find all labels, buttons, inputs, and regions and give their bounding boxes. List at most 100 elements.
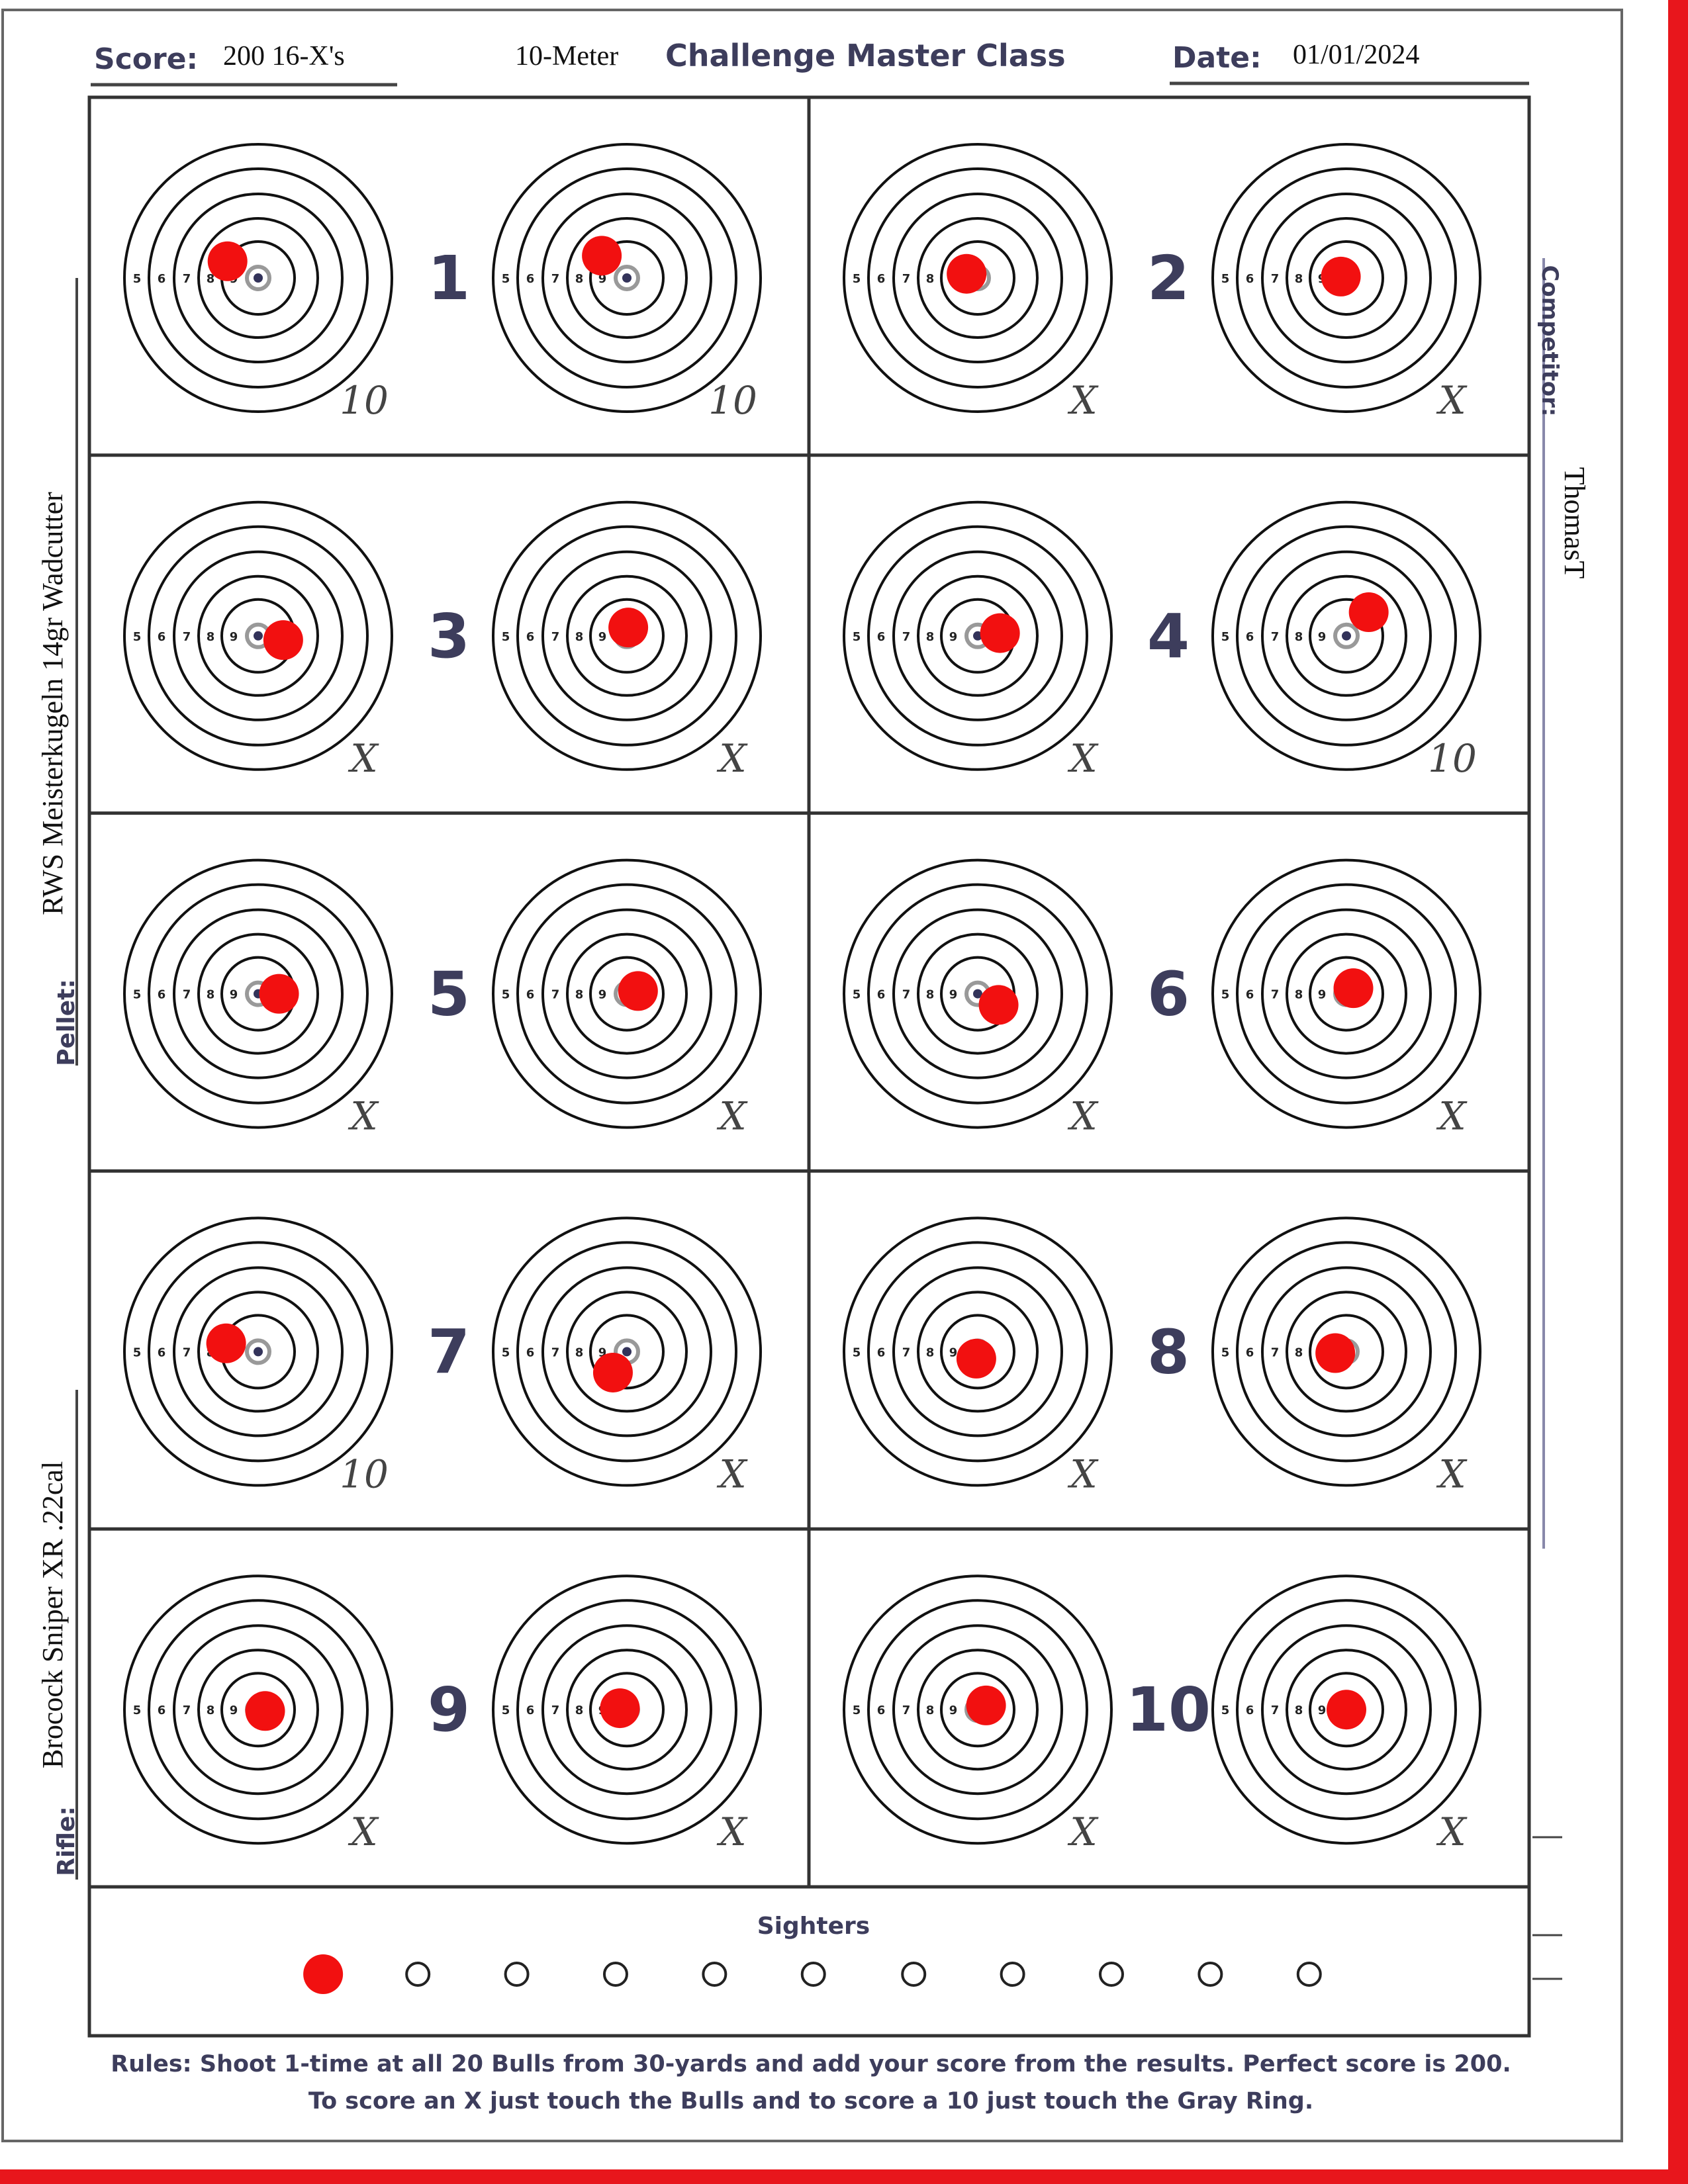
ring-label: 6	[1246, 988, 1254, 1002]
bull	[622, 1347, 632, 1357]
shot-hole	[978, 985, 1019, 1025]
ring	[173, 193, 344, 363]
gray-ring	[1333, 622, 1360, 649]
target-pair: 256789X56789X	[843, 143, 1481, 423]
ring-label: 6	[877, 1704, 886, 1717]
ring-label: 5	[853, 1704, 861, 1717]
ring-label: 8	[926, 272, 935, 286]
hand-score: X	[1436, 378, 1468, 423]
ring-label: 9	[598, 630, 607, 644]
ring-label: 7	[183, 272, 191, 286]
ring	[566, 574, 688, 697]
ring	[589, 598, 665, 674]
target-number: 9	[428, 1674, 470, 1745]
ring-label: 6	[526, 630, 535, 644]
hand-score: 10	[340, 1451, 389, 1496]
ring	[197, 933, 319, 1055]
ring-label: 8	[1295, 272, 1303, 286]
ring	[516, 883, 737, 1105]
hand-score: X	[1067, 378, 1099, 423]
ring-label: 5	[853, 1345, 861, 1359]
ring-label: 5	[133, 988, 142, 1002]
target-pair: 156789105678910	[123, 143, 762, 423]
sighter	[1000, 1962, 1025, 1987]
shot-hole	[956, 1338, 996, 1379]
ring-label: 5	[502, 988, 510, 1002]
ring-label: 8	[207, 988, 215, 1002]
ring	[892, 550, 1063, 721]
ring-label: 8	[207, 630, 215, 644]
hand-score: X	[348, 736, 379, 781]
ring-label: 8	[575, 1345, 584, 1359]
bull	[254, 631, 263, 641]
ring-label: 8	[1295, 1345, 1303, 1359]
ring	[197, 574, 319, 697]
ring-label: 6	[526, 272, 535, 286]
ring	[173, 1624, 344, 1796]
ring	[1309, 598, 1384, 674]
ring	[843, 858, 1113, 1129]
ring-label: 8	[926, 988, 935, 1002]
target-pair: 10 5 6 7 8 9 X 5 6 7 8 9 X	[843, 1574, 1481, 1854]
ring-label: 9	[230, 630, 238, 644]
bull	[973, 631, 982, 641]
shot-hole	[259, 974, 299, 1014]
hand-score: X	[348, 1094, 379, 1139]
ring	[1309, 1672, 1384, 1748]
hand-score: X	[348, 1809, 379, 1854]
ring	[1286, 574, 1407, 697]
hand-score: X	[1436, 1451, 1468, 1496]
ring-label: 5	[853, 272, 861, 286]
shot-hole	[263, 620, 303, 660]
shot-hole	[600, 1688, 640, 1729]
ring	[197, 1649, 319, 1771]
target-number: 4	[1147, 601, 1190, 672]
hand-score: 10	[1428, 736, 1477, 781]
ring-label: 6	[1246, 630, 1254, 644]
ring	[1236, 167, 1457, 388]
ring-label: 7	[551, 1704, 560, 1717]
ring-label: 7	[1271, 272, 1280, 286]
ring-label: 8	[926, 630, 935, 644]
ring-label: 5	[133, 272, 142, 286]
ring-label: 6	[877, 988, 886, 1002]
ring	[123, 1216, 393, 1487]
sighter	[405, 1962, 431, 1987]
shot-hole	[618, 971, 658, 1011]
ring-label: 7	[1271, 1704, 1280, 1717]
ring	[123, 143, 393, 413]
ring	[1286, 1649, 1407, 1771]
ring	[173, 1266, 344, 1437]
ring	[1261, 1266, 1432, 1437]
ring-label: 5	[1221, 988, 1230, 1002]
ring	[867, 525, 1088, 747]
shot-hole	[592, 1352, 633, 1392]
ring-label: 7	[902, 272, 911, 286]
ring	[541, 1266, 712, 1437]
ring	[940, 1672, 1015, 1748]
hand-score: X	[716, 1809, 748, 1854]
ring	[516, 525, 737, 747]
gray-ring	[614, 265, 640, 291]
ring	[1211, 1574, 1481, 1845]
ring	[589, 1314, 665, 1390]
ring	[197, 217, 319, 339]
ring	[516, 1241, 737, 1463]
ring-label: 9	[949, 630, 958, 644]
ring	[843, 1574, 1113, 1845]
rifle-label: Rifle:	[53, 1806, 80, 1876]
hand-score: 10	[708, 378, 757, 423]
ring	[197, 1291, 319, 1413]
ring-label: 7	[1271, 1345, 1280, 1359]
ring-label: 6	[158, 988, 166, 1002]
ring-label: 9	[1318, 988, 1327, 1002]
ring	[1309, 1314, 1384, 1390]
ring-label: 5	[133, 630, 142, 644]
ring	[589, 240, 665, 316]
ring-label: 5	[1221, 1345, 1230, 1359]
ring	[541, 193, 712, 363]
ring-label: 5	[853, 630, 861, 644]
sighter	[1197, 1962, 1223, 1987]
date: 01/01/2024	[1293, 40, 1419, 70]
ring-label: 8	[926, 1704, 935, 1717]
